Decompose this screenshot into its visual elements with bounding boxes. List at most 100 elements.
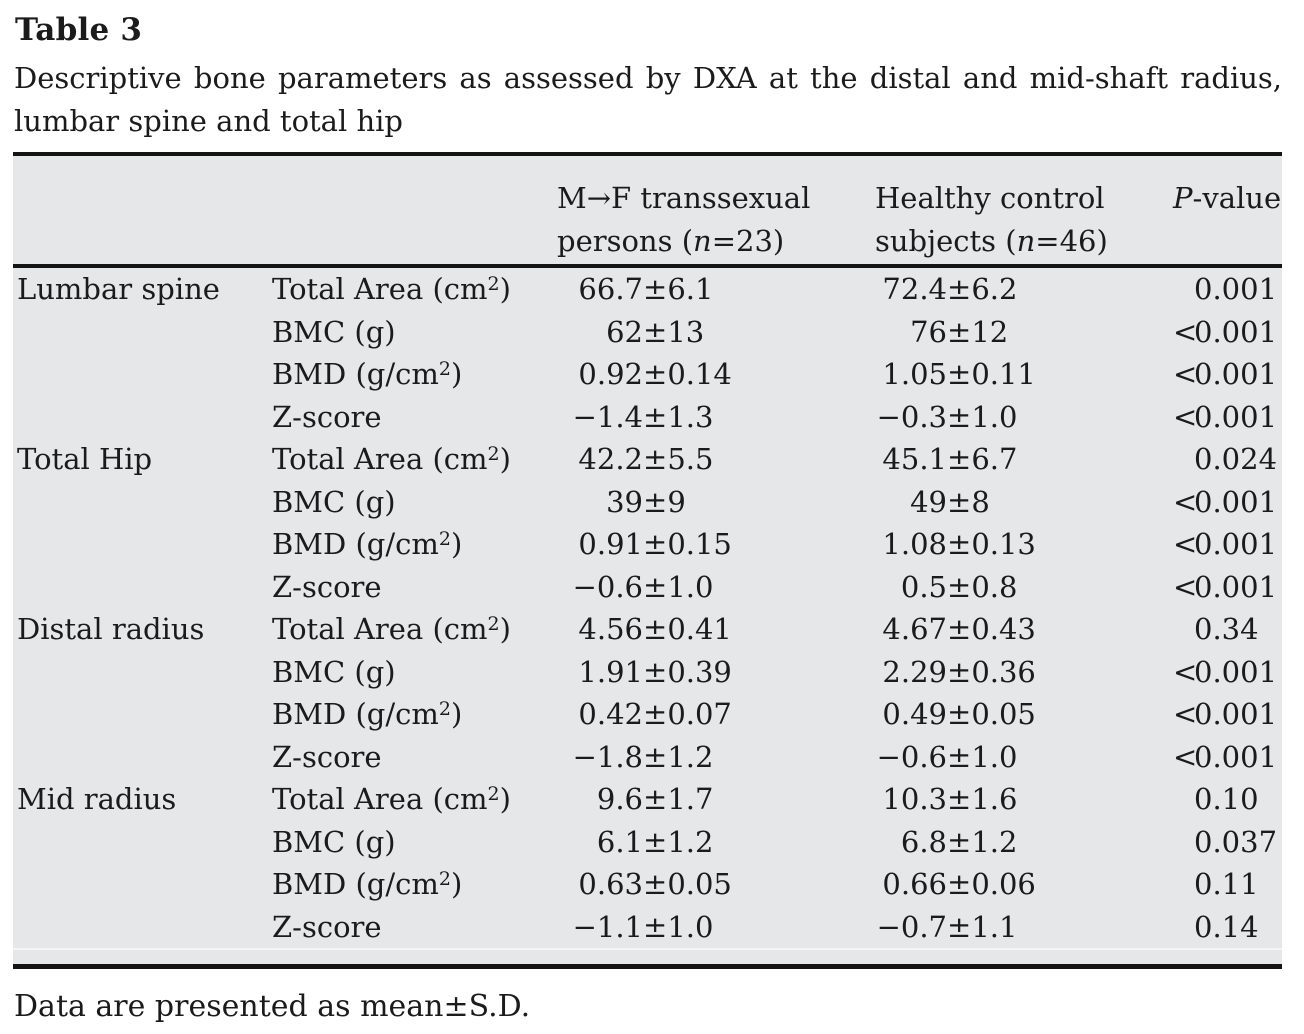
parameter-label: Total Area (cm <box>272 272 488 306</box>
control-sd-value: 1.0 <box>971 399 1018 434</box>
parameter-label: Z-score <box>272 909 382 944</box>
p-value-cell: 0.037 <box>1156 821 1282 864</box>
control-mean-value: 0.5 <box>900 569 947 604</box>
parameter-cell: BMC (g) <box>272 311 557 354</box>
table-row: BMD (g/cm2) 0.42±0.07 0.49±0.05 <0.001 <box>13 693 1282 736</box>
parameter-label: BMC (g) <box>272 824 396 859</box>
control-mean-value: 6.8 <box>900 824 947 859</box>
parameter-cell: Total Area (cm2) <box>272 438 557 481</box>
mf-value-cell: 66.7±6.1 <box>557 268 875 311</box>
mf-mean-value: 6.1 <box>596 824 643 859</box>
parameter-label: BMC (g) <box>272 654 396 689</box>
parameter-label-end: ) <box>499 782 511 816</box>
parameter-label: Z-score <box>272 399 382 434</box>
parameter-superscript: 2 <box>438 528 451 550</box>
control-value-cell: 49±8 <box>875 481 1156 524</box>
mf-mean-value: −1.1 <box>572 909 643 944</box>
p-value-cell: <0.001 <box>1156 353 1282 396</box>
p-value-cell: 0.11 <box>1156 863 1282 906</box>
p-value-cell: <0.001 <box>1156 523 1282 566</box>
parameter-label: BMD (g/cm <box>272 357 439 391</box>
region-cell <box>13 906 272 949</box>
p-value-prefix: < <box>1173 697 1198 731</box>
mf-value-cell: 4.56±0.41 <box>557 608 875 651</box>
region-label: Distal radius <box>17 612 205 646</box>
region-cell: Total Hip <box>13 438 272 481</box>
control-value-cell: 10.3±1.6 <box>875 778 1156 821</box>
region-cell <box>13 523 272 566</box>
parameter-label: BMD (g/cm <box>272 867 439 901</box>
control-sd-value: 8 <box>971 484 990 519</box>
plus-minus-sign: ± <box>643 824 668 859</box>
plus-minus-sign: ± <box>643 314 668 349</box>
plus-minus-sign: ± <box>643 484 668 519</box>
mf-value-cell: −1.8±1.2 <box>557 736 875 779</box>
mf-sd-value: 1.2 <box>667 824 714 859</box>
control-value-cell: 1.05±0.11 <box>875 353 1156 396</box>
table-row: BMC (g) 6.1±1.2 6.8±1.2 0.037 <box>13 821 1282 864</box>
plus-minus-sign: ± <box>643 739 668 774</box>
p-value-number: 0.11 <box>1194 867 1259 901</box>
control-value-cell: 45.1±6.7 <box>875 438 1156 481</box>
table-body: Lumbar spine Total Area (cm2) 66.7±6.1 7… <box>13 268 1282 948</box>
column-header-healthy-control: Healthy control subjects (n=46) <box>875 177 1156 264</box>
mf-sd-value: 0.15 <box>667 527 732 561</box>
mf-mean-value: −1.4 <box>572 399 643 434</box>
mf-sd-value: 1.2 <box>667 739 714 774</box>
mf-sd-value: 1.0 <box>667 569 714 604</box>
hc-header-n-italic: n <box>1016 224 1036 258</box>
parameter-label-end: ) <box>450 867 463 901</box>
control-sd-value: 6.7 <box>971 442 1018 476</box>
table-caption: Descriptive bone parameters as assessed … <box>14 57 1282 143</box>
control-sd-value: 1.0 <box>971 739 1018 774</box>
plus-minus-sign: ± <box>947 357 972 391</box>
mf-value-cell: 1.91±0.39 <box>557 651 875 694</box>
p-value-number: 0.001 <box>1194 527 1278 561</box>
mf-mean-value: 1.91 <box>578 654 643 689</box>
region-cell: Mid radius <box>13 778 272 821</box>
plus-minus-sign: ± <box>643 527 668 561</box>
control-sd-value: 6.2 <box>971 272 1018 306</box>
mf-value-cell: 0.42±0.07 <box>557 693 875 736</box>
p-value-number: 0.001 <box>1194 739 1278 774</box>
parameter-label-end: ) <box>450 527 463 561</box>
parameter-label-end: ) <box>450 357 463 391</box>
parameter-cell: BMD (g/cm2) <box>272 353 557 396</box>
p-header-rest: -value <box>1192 181 1282 215</box>
plus-minus-sign: ± <box>947 442 972 476</box>
plus-minus-sign: ± <box>947 824 972 859</box>
mf-mean-value: 0.63 <box>578 867 643 901</box>
control-mean-value: 0.49 <box>882 697 947 731</box>
parameter-superscript: 2 <box>487 273 500 295</box>
parameter-label: BMC (g) <box>272 314 396 349</box>
parameter-cell: Total Area (cm2) <box>272 778 557 821</box>
p-value-cell: 0.024 <box>1156 438 1282 481</box>
parameter-label: BMD (g/cm <box>272 697 439 731</box>
p-value-prefix: < <box>1173 399 1198 434</box>
region-label: Mid radius <box>17 782 177 816</box>
control-mean-value: 1.05 <box>882 357 947 391</box>
column-header-p-value: P-value <box>1156 177 1282 264</box>
parameter-label: Total Area (cm <box>272 782 488 816</box>
plus-minus-sign: ± <box>643 612 668 646</box>
mf-sd-value: 1.7 <box>667 782 714 816</box>
table-row: Z-score −0.6±1.0 0.5±0.8 <0.001 <box>13 566 1282 609</box>
p-value-cell: <0.001 <box>1156 396 1282 439</box>
mf-mean-value: 66.7 <box>578 272 643 306</box>
table-row: Z-score −1.4±1.3 −0.3±1.0 <0.001 <box>13 396 1282 439</box>
mf-value-cell: −0.6±1.0 <box>557 566 875 609</box>
mf-header-line-1: M→F transsexual <box>557 177 875 220</box>
table-row: Total Hip Total Area (cm2) 42.2±5.5 45.1… <box>13 438 1282 481</box>
mf-sd-value: 1.0 <box>667 909 714 944</box>
region-cell <box>13 481 272 524</box>
mf-value-cell: 9.6±1.7 <box>557 778 875 821</box>
mf-sd-value: 0.39 <box>667 654 732 689</box>
plus-minus-sign: ± <box>947 697 972 731</box>
control-value-cell: −0.7±1.1 <box>875 906 1156 949</box>
table-row: BMC (g) 1.91±0.39 2.29±0.36 <0.001 <box>13 651 1282 694</box>
mf-sd-value: 9 <box>667 484 686 519</box>
parameter-cell: Z-score <box>272 736 557 779</box>
control-mean-value: 4.67 <box>882 612 947 646</box>
control-mean-value: 72.4 <box>882 272 947 306</box>
